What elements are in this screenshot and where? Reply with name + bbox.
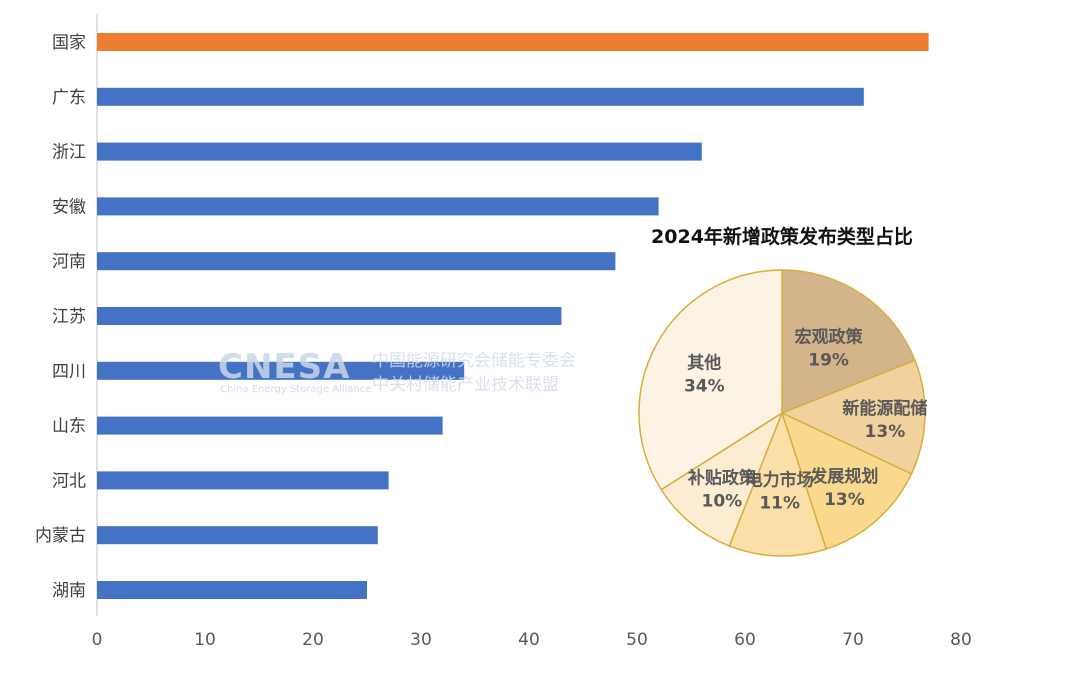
pie-slice-value: 13% (865, 422, 906, 442)
category-label: 广东 (52, 88, 86, 108)
pie-slice-label: 宏观政策 (795, 326, 864, 347)
pie-chart: 2024年新增政策发布类型占比 宏观政策 19% 新能源配储 13% 发展规划 13% 电力… (638, 225, 927, 557)
pie-slice-value: 13% (824, 490, 865, 510)
category-label: 四川 (52, 362, 86, 382)
x-tick-label: 50 (626, 630, 648, 650)
pie-slices (638, 269, 926, 557)
pie-slice-label: 补贴政策 (687, 468, 757, 489)
category-label: 浙江 (52, 143, 86, 163)
x-tick-label: 60 (734, 630, 756, 650)
bar-湖南 (97, 581, 367, 599)
watermark-cn-line1: 中国能源研究会储能专委会 (372, 351, 576, 371)
pie-slice-label: 其他 (687, 352, 721, 373)
bar-广东 (97, 87, 864, 106)
pie-slice-value: 10% (701, 492, 742, 512)
pie-slice-value: 19% (808, 350, 849, 370)
pie-slice-label: 新能源配储 (842, 398, 927, 419)
category-label: 河北 (52, 471, 86, 491)
x-axis-tick-labels: 0 10 20 30 40 50 60 70 80 (92, 630, 972, 650)
x-tick-label: 10 (194, 630, 216, 650)
category-label: 江苏 (52, 307, 86, 327)
watermark-logo: CNESA (218, 347, 350, 387)
bar-山东 (97, 416, 443, 435)
x-tick-label: 70 (842, 630, 864, 650)
pie-slice-宏观政策 (781, 269, 916, 415)
x-tick-label: 0 (92, 630, 103, 650)
pie-slice-新能源配储 (780, 359, 926, 475)
x-tick-label: 40 (518, 630, 540, 650)
watermark: CNESA China Energy Storage Alliance 中国能源… (218, 347, 576, 395)
bar-浙江 (97, 142, 702, 161)
pie-labels: 宏观政策 19% 新能源配储 13% 发展规划 13% 电力市场 11%补贴政策 10% 其他 34… (684, 326, 927, 513)
pie-slice-补贴政策 (660, 411, 784, 547)
x-tick-label: 80 (950, 630, 972, 650)
pie-slice-value: 11% (759, 493, 800, 513)
bar-国家 (97, 33, 929, 51)
x-tick-label: 20 (302, 630, 324, 650)
category-label: 山东 (52, 417, 86, 437)
bar-安徽 (97, 197, 659, 216)
bar-内蒙古 (97, 526, 378, 545)
bar-河南 (97, 252, 616, 271)
category-label: 内蒙古 (35, 526, 86, 546)
pie-slice-label: 发展规划 (809, 466, 878, 487)
category-label: 河南 (52, 252, 86, 272)
watermark-cn-line2: 中关村储能产业技术联盟 (372, 375, 559, 395)
pie-slice-label: 电力市场 (746, 469, 814, 490)
pie-title: 2024年新增政策发布类型占比 (651, 225, 913, 248)
pie-slice-其他 (638, 269, 783, 491)
bar-四川 (97, 361, 465, 380)
x-tick-label: 30 (410, 630, 432, 650)
watermark-subtitle: China Energy Storage Alliance (220, 384, 372, 395)
bar-江苏 (97, 307, 562, 325)
category-label: 安徽 (52, 197, 86, 217)
pie-slice-电力市场 (728, 410, 828, 557)
bar-河北 (97, 471, 389, 490)
category-label: 国家 (52, 33, 86, 53)
category-label: 湖南 (52, 581, 86, 601)
bar-series (97, 33, 929, 599)
pie-slice-发展规划 (780, 411, 913, 550)
pie-slice-value: 34% (684, 376, 725, 396)
